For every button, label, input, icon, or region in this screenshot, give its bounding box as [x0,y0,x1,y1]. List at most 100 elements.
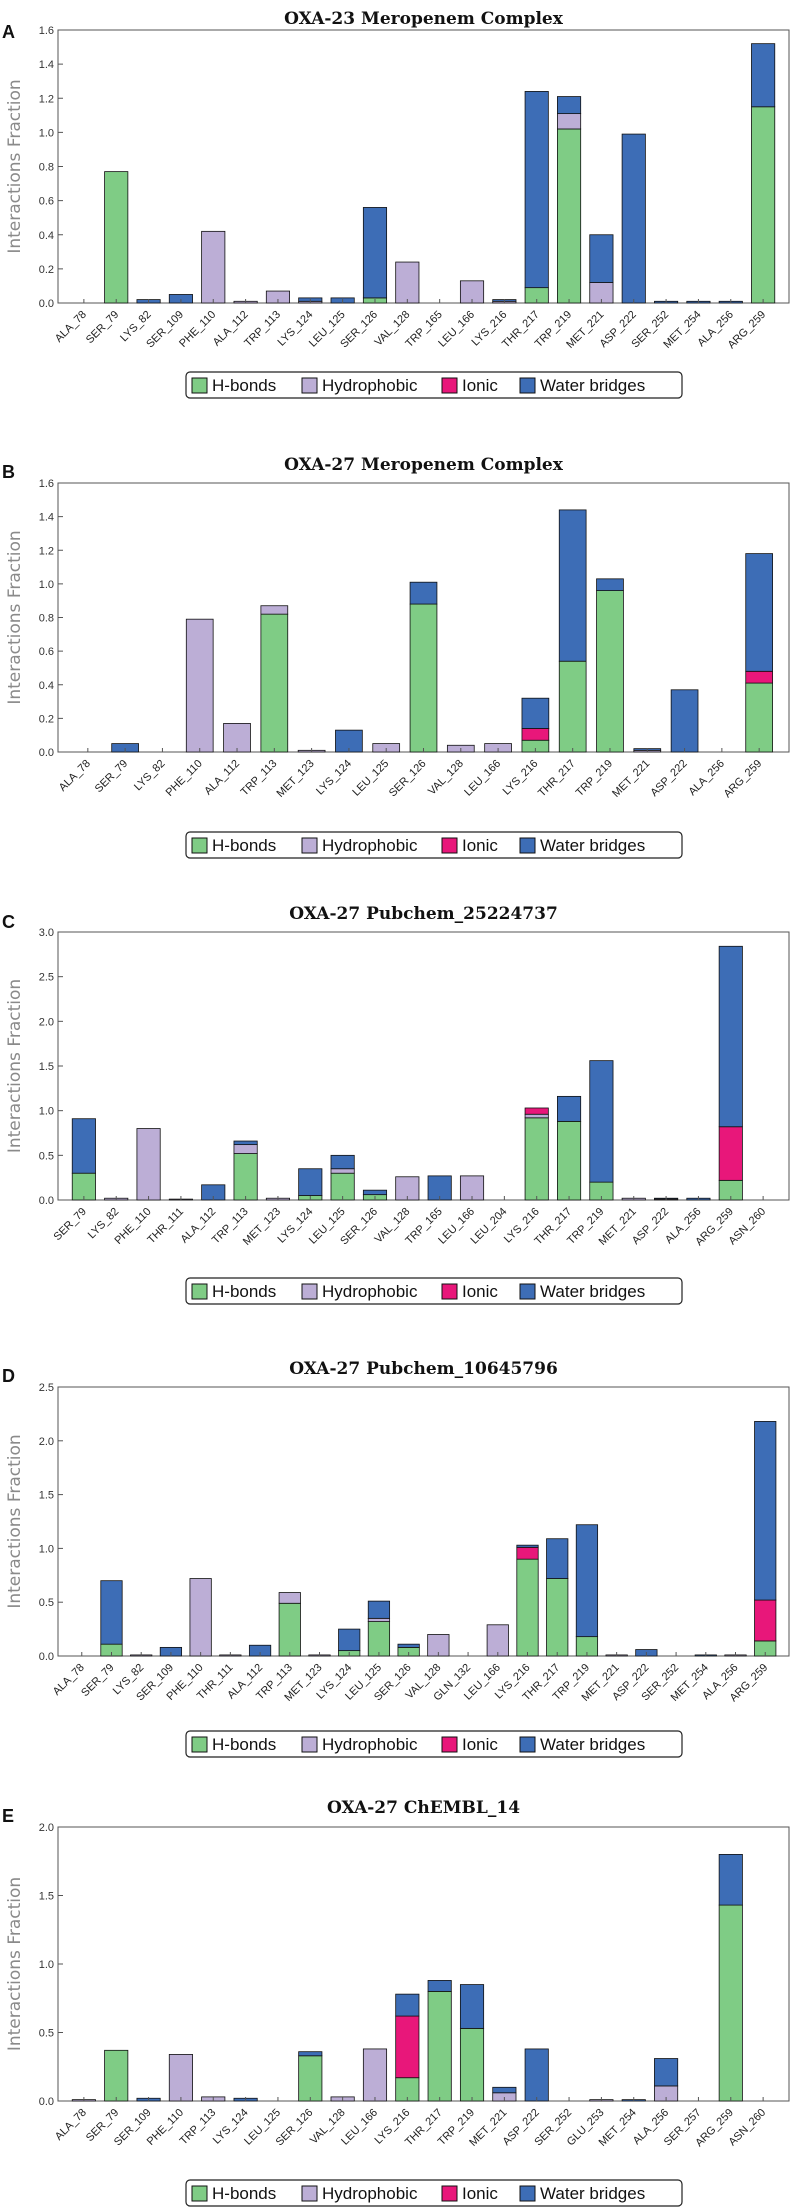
bar-water-bridges-thr_217 [427,1980,452,1992]
plot-frame [57,1826,790,2102]
y-tick-label: 2.5 [39,972,54,984]
legend-label: Ionic [462,1735,498,1754]
y-axis-label: Interactions Fraction [5,1877,25,2051]
bar-water-bridges-thr_217 [557,1095,582,1122]
bar-hydrophobic-leu_125 [330,1168,355,1174]
y-tick-label: 0.0 [39,2096,54,2108]
bar-ionic-lys_216 [524,1107,549,1115]
bar-water-bridges-thr_217 [524,91,549,289]
legend-label: Hydrophobic [322,1282,418,1301]
legend-label: Hydrophobic [322,376,418,395]
legend-label: Ionic [462,2184,498,2203]
bar-h-bonds-thr_217 [546,1578,569,1657]
legend-swatch [191,2185,208,2202]
bar-h-bonds-ser_79 [104,2049,129,2102]
x-tick-label: TRP_219 [574,758,615,799]
panel-label: D [2,1366,15,1386]
bar-hydrophobic-phe_110 [168,2054,193,2102]
bar-h-bonds-lys_216 [524,1117,549,1201]
bar-hydrophobic-phe_110 [189,1578,212,1657]
y-tick-label: 2.0 [39,1822,54,1834]
legend-swatch [519,1283,536,1300]
bar-water-bridges-leu_125 [367,1600,391,1619]
bar-ionic-arg_259 [745,670,773,684]
legend-swatch [191,837,208,854]
y-tick-label: 1.0 [39,579,54,591]
chart-title: OXA-27 ChEMBL_14 [327,1798,520,1818]
panel-b: B OXA-27 Meropenem Complex 0.0 0.2 0.4 0.6 0.8… [2,455,790,859]
x-tick-label: LYS_124 [314,758,354,798]
bar-water-bridges-arg_259 [718,945,743,1128]
bar-hydrophobic-lys_216 [524,1113,549,1119]
bar-h-bonds-trp_113 [278,1602,301,1657]
bar-hydrophobic-trp_219 [557,113,582,130]
legend-label: Ionic [462,376,498,395]
legend-swatch [301,377,318,394]
y-tick-label: 1.2 [39,93,54,105]
bar-hydrophobic-phe_110 [201,230,226,304]
chart-title: OXA-27 Pubchem_25224737 [289,904,558,924]
bar-hydrophobic-trp_113 [260,605,289,615]
x-tick-label: MET_221 [610,758,652,800]
x-tick-label: SER_79 [93,758,130,795]
bar-h-bonds-thr_217 [557,1120,582,1201]
bar-h-bonds-ser_126 [298,2055,323,2102]
bar-water-bridges-asp_222 [524,2048,549,2102]
y-tick-label: 1.4 [39,59,54,71]
y-tick-label: 0.6 [39,196,54,208]
x-tick-label: SER_79 [52,1206,89,1243]
legend-swatch [441,837,458,854]
panel-e: E OXA-27 ChEMBL_14 0.0 0.5 1.0 1.5 2.0 Interact… [2,1798,790,2207]
x-tick-label: ASP_222 [648,758,689,799]
panel-c: C OXA-27 Pubchem_25224737 0.0 0.5 1.0 1.5 2.0 2… [2,904,790,1305]
bar-water-bridges-thr_217 [546,1538,569,1579]
y-tick-label: 0.6 [39,646,54,658]
y-tick-label: 2.5 [39,1382,54,1394]
y-tick-label: 0.0 [39,1651,54,1663]
y-axis-label: Interactions Fraction [5,979,25,1153]
x-tick-label: THR_111 [145,1206,186,1247]
legend-label: Water bridges [540,1282,645,1301]
bar-hydrophobic-phe_110 [136,1128,161,1201]
bar-h-bonds-trp_219 [557,128,582,304]
y-tick-label: 0.2 [39,264,54,276]
legend-swatch [441,1736,458,1753]
x-tick-label: SER_79 [84,309,121,346]
y-axis-label: Interactions Fraction [5,1434,25,1608]
bar-water-bridges-asp_222 [621,133,646,304]
legend-swatch [441,1283,458,1300]
bar-hydrophobic-val_128 [395,261,420,304]
bar-water-bridges-ser_79 [71,1118,96,1174]
y-axis-label: Interactions Fraction [5,79,25,253]
legend-swatch [191,377,208,394]
y-tick-label: 0.5 [39,1597,54,1609]
y-tick-label: 2.0 [39,1436,54,1448]
y-tick-label: 1.2 [39,545,54,557]
legend-label: H-bonds [212,836,276,855]
x-tick-label: ALA_78 [53,309,89,345]
chart-title: OXA-27 Pubchem_10645796 [289,1359,558,1379]
legend-label: H-bonds [212,1282,276,1301]
y-tick-label: 1.5 [39,1061,54,1073]
y-tick-label: 0.5 [39,2028,54,2040]
legend-label: Hydrophobic [322,1735,418,1754]
bar-h-bonds-trp_113 [260,613,289,753]
panel-label: E [2,1806,14,1826]
bar-ionic-lys_216 [395,2015,420,2079]
legend-swatch [441,377,458,394]
bar-hydrophobic-trp_113 [233,1144,258,1154]
legend-label: Water bridges [540,376,645,395]
y-tick-label: 2.0 [39,1016,54,1028]
y-tick-label: 0.8 [39,613,54,625]
legend-swatch [301,837,318,854]
y-axis-label: Interactions Fraction [5,530,25,704]
y-tick-label: 0.0 [39,298,54,310]
x-tick-label: TRP_113 [239,758,280,799]
legend-label: Hydrophobic [322,2184,418,2203]
legend-swatch [191,1736,208,1753]
bar-water-bridges-lys_216 [516,1544,539,1548]
y-tick-label: 1.5 [39,1490,54,1502]
y-tick-label: 1.0 [39,1543,54,1555]
y-tick-label: 1.0 [39,127,54,139]
y-tick-label: 0.0 [39,747,54,759]
